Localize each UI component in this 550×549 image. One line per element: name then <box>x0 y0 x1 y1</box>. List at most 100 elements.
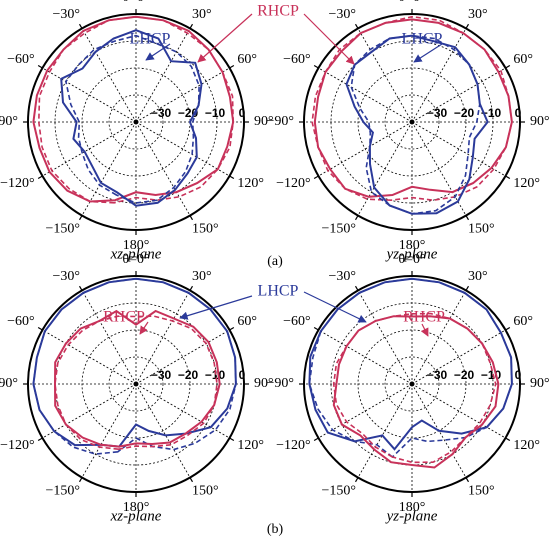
center-dot <box>409 119 415 125</box>
angle-tick-label: θ=0° <box>398 252 425 267</box>
angle-tick-label: 120° <box>513 438 540 453</box>
radial-grid-line <box>81 28 137 123</box>
angle-tick-label: 120° <box>237 176 264 191</box>
annotation: LHCP <box>130 31 171 48</box>
annotation-arrow <box>303 291 367 323</box>
radial-grid-line <box>42 121 137 177</box>
annotation: RHCP <box>257 3 299 20</box>
angle-tick-label: −150° <box>322 222 357 237</box>
pattern-curve <box>308 277 513 451</box>
r-tick-label: −20 <box>454 106 475 120</box>
radial-grid-line <box>135 67 230 123</box>
ring-grid <box>108 356 164 412</box>
pattern-curve <box>332 312 497 464</box>
radial-grid-line <box>411 67 506 123</box>
radial-grid-line <box>411 290 467 385</box>
angle-tick-label: −120° <box>276 438 311 453</box>
angle-tick-label: −120° <box>276 176 311 191</box>
angle-tick-label: 120° <box>513 176 540 191</box>
annotation: LHCP <box>258 283 299 300</box>
angle-tick-label: −90° <box>267 376 295 391</box>
r-tick-label: 0 <box>239 368 246 382</box>
angle-tick-label: 180° <box>123 500 150 515</box>
ring-grid <box>384 356 440 412</box>
panel-label: (a) <box>267 254 283 269</box>
pattern-curve <box>32 277 237 455</box>
angle-tick-label: 60° <box>513 314 533 329</box>
radial-grid-line <box>135 121 191 216</box>
angle-tick-label: −150° <box>322 484 357 499</box>
pattern-curve <box>65 34 200 204</box>
r-tick-label: −10 <box>205 368 226 382</box>
pattern-curve <box>54 315 218 451</box>
radial-grid-line <box>411 329 506 385</box>
angle-tick-label: 30° <box>468 7 488 22</box>
annotation-arrow <box>145 43 171 61</box>
angle-tick-label: 90° <box>254 376 274 391</box>
radial-grid-line <box>42 383 137 439</box>
ring-grid <box>357 329 467 439</box>
annotation-arrow <box>139 321 149 335</box>
annotation-arrow <box>413 43 443 63</box>
angle-tick-label: 90° <box>530 376 550 391</box>
angle-tick-label: −30° <box>329 269 357 284</box>
r-tick-label: −30 <box>151 106 172 120</box>
radial-grid-line <box>81 121 137 216</box>
radial-grid-line <box>135 121 230 177</box>
angle-tick-label: −30° <box>53 7 81 22</box>
angle-tick-label: −30° <box>53 269 81 284</box>
plane-caption: xz-plane <box>110 246 162 262</box>
annotation: LHCP <box>402 31 443 48</box>
angle-tick-label: −120° <box>0 438 35 453</box>
radial-grid-line <box>357 28 413 123</box>
ring-grid <box>108 94 164 150</box>
pattern-curve <box>311 15 513 202</box>
r-tick-label: 0 <box>515 106 522 120</box>
plane-caption: yz-plane <box>385 246 438 262</box>
angle-tick-label: −150° <box>46 484 81 499</box>
angle-tick-label: −30° <box>329 7 357 22</box>
angle-tick-label: θ=0° <box>122 252 149 267</box>
ring-grid <box>54 40 218 204</box>
angle-tick-label: 120° <box>237 438 264 453</box>
annotation: RHCP <box>103 309 145 326</box>
angle-tick-label: 30° <box>192 7 212 22</box>
center-dot <box>409 381 415 387</box>
r-tick-label: −10 <box>205 106 226 120</box>
ring-grid <box>303 275 521 493</box>
panel-label: (b) <box>267 522 284 537</box>
r-tick-label: 0 <box>515 368 522 382</box>
angle-tick-label: 180° <box>399 238 426 253</box>
r-tick-label: −20 <box>178 368 199 382</box>
angle-tick-label: 60° <box>237 314 257 329</box>
center-dot <box>133 119 139 125</box>
angle-tick-label: 150° <box>192 484 219 499</box>
angle-tick-label: θ=0° <box>398 0 425 5</box>
angle-tick-label: 90° <box>254 114 274 129</box>
radial-grid-line <box>135 329 230 385</box>
angle-tick-label: −60° <box>7 314 35 329</box>
plane-caption: yz-plane <box>385 508 438 524</box>
angle-tick-label: −150° <box>46 222 81 237</box>
angle-tick-label: −60° <box>283 314 311 329</box>
angle-tick-label: 30° <box>192 269 212 284</box>
ring-grid <box>27 275 245 493</box>
angle-tick-label: 180° <box>123 238 150 253</box>
radial-grid-line <box>42 329 137 385</box>
pattern-curve <box>350 34 481 215</box>
annotation-arrow <box>303 13 355 65</box>
angle-tick-label: 150° <box>468 222 495 237</box>
r-tick-label: −30 <box>427 106 448 120</box>
angle-tick-label: 150° <box>192 222 219 237</box>
angle-tick-label: −60° <box>7 52 35 67</box>
angle-tick-label: 30° <box>468 269 488 284</box>
plane-caption: xz-plane <box>110 508 162 524</box>
annotation-arrow <box>179 295 253 320</box>
angle-tick-label: −60° <box>283 52 311 67</box>
r-tick-label: −20 <box>454 368 475 382</box>
r-tick-label: 0 <box>239 106 246 120</box>
r-tick-label: −30 <box>427 368 448 382</box>
r-tick-label: −30 <box>151 368 172 382</box>
annotation-arrow <box>420 323 429 337</box>
